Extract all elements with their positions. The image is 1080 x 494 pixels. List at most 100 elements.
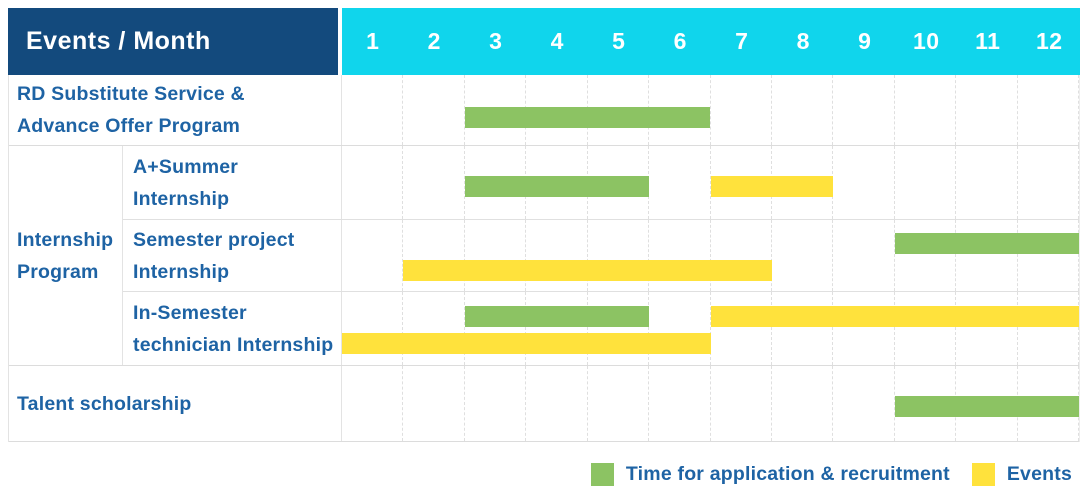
month-header-cell-3: 3 bbox=[489, 28, 503, 54]
row-label-a-plus-summer-internship: A+Summer Internship bbox=[123, 146, 342, 219]
legend-swatch-yellow bbox=[971, 462, 995, 486]
row-label-line: technician Internship bbox=[133, 333, 334, 356]
gantt-bar-yellow-in-semester-technician-internship bbox=[342, 333, 711, 354]
row-label-line: Semester project bbox=[133, 228, 295, 251]
grid-cell bbox=[1018, 146, 1080, 219]
grid-cell bbox=[1018, 75, 1080, 145]
events-month-header: Events / Month bbox=[8, 8, 338, 75]
grid-cell bbox=[465, 366, 527, 441]
grid-cell bbox=[342, 292, 404, 365]
gantt-bar-yellow-semester-project-internship bbox=[403, 260, 772, 281]
gantt-bar-yellow-in-semester-technician-internship bbox=[710, 306, 1079, 327]
grid-cell bbox=[895, 220, 957, 291]
grid-cell bbox=[772, 292, 834, 365]
row-label-line: Advance Offer Program bbox=[17, 115, 241, 137]
table-row-group-internship-program: Internship Program A+Summer Internship Semes… bbox=[9, 146, 1080, 366]
table-row-in-semester-technician-internship: In-Semester technician Internship bbox=[123, 292, 1080, 365]
grid-cell bbox=[342, 366, 404, 441]
grid-cell bbox=[403, 292, 465, 365]
grid-cell bbox=[342, 75, 404, 145]
month-header-cell-9: 9 bbox=[858, 28, 872, 54]
month-header-cell-10: 10 bbox=[912, 28, 940, 54]
gantt-bar-green-rd-substitute-service bbox=[464, 107, 711, 128]
month-header-cell-5: 5 bbox=[612, 28, 626, 54]
legend-label: Events bbox=[1006, 462, 1072, 485]
grid-cell bbox=[526, 220, 588, 291]
row-label-line: A+Summer bbox=[133, 155, 239, 178]
grid-cell bbox=[403, 366, 465, 441]
row-label-line: In-Semester bbox=[133, 301, 247, 324]
grid-cell bbox=[588, 292, 650, 365]
grid-cell bbox=[895, 146, 957, 219]
events-month-table: Events / Month 1 2 3 4 5 6 7 8 9 10 11 12 RD Substi… bbox=[8, 8, 1080, 442]
grid-cell bbox=[956, 75, 1018, 145]
grid-cell bbox=[895, 292, 957, 365]
grid-cell bbox=[772, 366, 834, 441]
month-header-cell-8: 8 bbox=[796, 28, 810, 54]
grid-cell bbox=[833, 220, 895, 291]
row-chart-area-a-plus-summer-internship bbox=[342, 146, 1080, 219]
legend-swatch-green bbox=[590, 462, 614, 486]
grid-cell bbox=[403, 146, 465, 219]
month-header-cell-2: 2 bbox=[427, 28, 441, 54]
grid-cell bbox=[772, 220, 834, 291]
row-label-line: Internship bbox=[133, 260, 230, 283]
grid-cell bbox=[711, 220, 772, 291]
table-row-talent-scholarship: Talent scholarship bbox=[9, 366, 1080, 442]
gantt-bar-yellow-a-plus-summer-internship bbox=[710, 176, 834, 197]
grid-cell bbox=[833, 146, 895, 219]
gantt-bar-green-a-plus-summer-internship bbox=[464, 176, 650, 197]
row-chart-area-semester-project-internship bbox=[342, 220, 1080, 291]
row-label-line: Program bbox=[17, 260, 99, 283]
legend-item-green: Time for application & recruitment bbox=[590, 462, 950, 486]
header-divider bbox=[338, 8, 342, 75]
grid-cell bbox=[342, 220, 404, 291]
table-header-row: Events / Month 1 2 3 4 5 6 7 8 9 10 11 12 bbox=[8, 8, 1080, 75]
row-label-in-semester-technician-internship: In-Semester technician Internship bbox=[123, 292, 342, 365]
grid-cell bbox=[833, 366, 895, 441]
month-header-cell-12: 12 bbox=[1035, 28, 1063, 54]
table-row-a-plus-summer-internship: A+Summer Internship bbox=[123, 146, 1080, 220]
grid-cell bbox=[1018, 220, 1080, 291]
table-row-semester-project-internship: Semester project Internship bbox=[123, 220, 1080, 292]
grid-cell bbox=[465, 220, 527, 291]
row-label-line: Talent scholarship bbox=[17, 392, 192, 415]
month-header-strip: 1 2 3 4 5 6 7 8 9 10 11 12 bbox=[342, 8, 1080, 75]
grid-cell bbox=[895, 75, 957, 145]
row-label-line: Internship bbox=[133, 187, 230, 210]
grid-cell bbox=[649, 292, 711, 365]
grid-cell bbox=[649, 366, 711, 441]
month-header-cell-11: 11 bbox=[975, 28, 1001, 54]
row-label-internship-program: Internship Program bbox=[9, 146, 123, 365]
grid-cell bbox=[1018, 292, 1080, 365]
grid-cell bbox=[649, 146, 711, 219]
grid-cell bbox=[711, 75, 772, 145]
grid-cell bbox=[465, 292, 527, 365]
table-body: RD Substitute Service & Advance Offer Pro… bbox=[8, 75, 1080, 442]
grid-cell bbox=[403, 75, 465, 145]
row-label-talent-scholarship: Talent scholarship bbox=[9, 366, 342, 441]
gantt-bar-green-in-semester-technician-internship bbox=[464, 306, 650, 327]
grid-cell bbox=[956, 292, 1018, 365]
grid-cell bbox=[649, 220, 711, 291]
month-header-cell-4: 4 bbox=[550, 28, 564, 54]
grid-cell bbox=[833, 292, 895, 365]
gantt-bar-green-semester-project-internship bbox=[894, 233, 1079, 254]
legend-item-yellow: Events bbox=[971, 462, 1072, 486]
grid-cell bbox=[833, 75, 895, 145]
gantt-bar-green-talent-scholarship bbox=[894, 396, 1079, 417]
grid-cell bbox=[342, 146, 404, 219]
month-header-cell-7: 7 bbox=[735, 28, 749, 54]
table-row-rd-substitute-service: RD Substitute Service & Advance Offer Pro… bbox=[9, 75, 1080, 146]
grid-cell bbox=[772, 75, 834, 145]
legend: Time for application & recruitment Events bbox=[590, 461, 1072, 487]
grid-cell bbox=[588, 366, 650, 441]
row-chart-area-rd-substitute-service bbox=[342, 75, 1080, 145]
grid-cell bbox=[956, 146, 1018, 219]
month-header-cell-1: 1 bbox=[366, 28, 380, 54]
grid-cell bbox=[711, 366, 772, 441]
row-label-line: RD Substitute Service & bbox=[17, 83, 245, 105]
grid-cell bbox=[526, 292, 588, 365]
month-header-cell-6: 6 bbox=[673, 28, 687, 54]
grid-cell bbox=[526, 366, 588, 441]
